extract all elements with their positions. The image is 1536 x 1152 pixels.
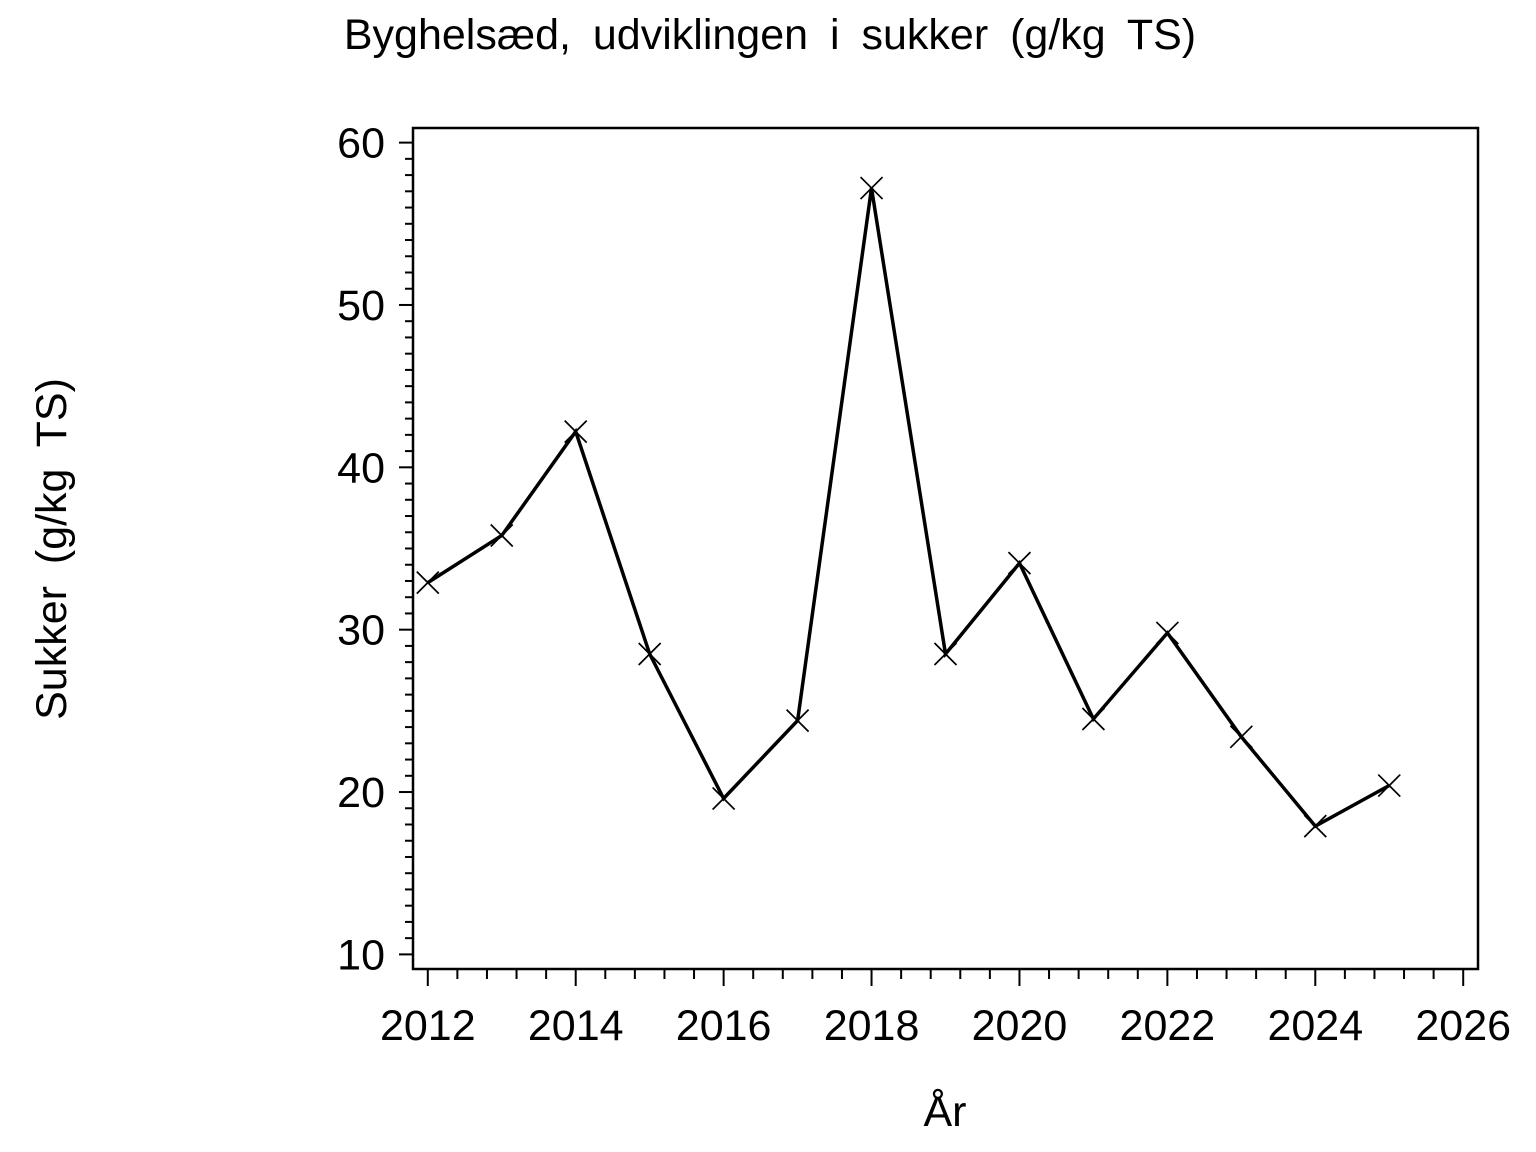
marker-stroke (564, 420, 588, 444)
marker-stroke (1155, 621, 1179, 645)
data-series (416, 176, 1401, 838)
chart-title: Byghelsæd, udviklingen i sukker (g/kg TS… (344, 11, 1196, 59)
marker-stroke (859, 176, 884, 200)
x-axis-ticks: 2012 2014 2016 2018 2020 2022 2024 2026 (380, 969, 1511, 1050)
marker-stroke (933, 642, 958, 666)
data-point-marker (859, 176, 884, 200)
x-tick-label: 2026 (1415, 1002, 1511, 1050)
y-tick-label: 30 (337, 607, 385, 655)
x-tick-label: 2024 (1267, 1002, 1363, 1050)
plot-frame (411, 126, 1480, 971)
marker-stroke (638, 642, 662, 666)
x-tick-label: 2022 (1120, 1002, 1216, 1050)
x-tick-label: 2012 (380, 1002, 476, 1050)
data-point-marker (933, 642, 958, 666)
marker-stroke (1081, 707, 1106, 731)
marker-stroke (712, 786, 736, 811)
data-point-marker (785, 708, 810, 733)
data-point-marker (564, 420, 588, 444)
y-tick-label: 50 (337, 282, 385, 330)
marker-stroke (490, 523, 514, 548)
data-point-marker (416, 570, 440, 595)
y-axis-label: Sukker (g/kg TS) (28, 378, 76, 720)
marker-stroke (1377, 773, 1401, 798)
marker-stroke (1007, 551, 1032, 575)
data-point-marker (490, 523, 514, 548)
y-tick-label: 40 (337, 444, 385, 492)
data-line (426, 187, 1391, 829)
y-tick-label: 60 (337, 120, 385, 168)
y-tick-label: 10 (337, 931, 385, 979)
x-tick-label: 2020 (972, 1002, 1068, 1050)
marker-stroke (1229, 725, 1253, 749)
y-tick-label: 20 (337, 769, 385, 817)
data-point-marker (638, 642, 662, 666)
plot-frame-border (411, 126, 1480, 971)
data-point-marker (1377, 773, 1401, 798)
y-axis-ticks: 10 20 30 40 50 60 (337, 120, 413, 979)
marker-stroke (416, 570, 440, 595)
x-axis-label: År (924, 1088, 967, 1136)
data-point-marker (1007, 551, 1032, 575)
marker-stroke (785, 708, 810, 733)
marker-stroke (1303, 814, 1327, 838)
data-point-marker (1081, 707, 1106, 731)
data-point-marker (1229, 725, 1253, 749)
data-point-marker (712, 786, 736, 811)
data-point-marker (1155, 621, 1179, 645)
data-point-marker (1303, 814, 1327, 838)
x-tick-label: 2014 (528, 1002, 624, 1050)
x-tick-label: 2018 (824, 1002, 920, 1050)
x-tick-label: 2016 (676, 1002, 772, 1050)
